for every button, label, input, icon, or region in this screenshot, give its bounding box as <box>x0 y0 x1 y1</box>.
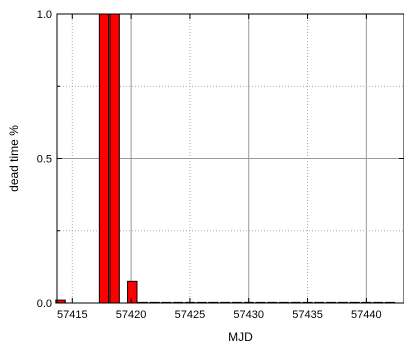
x-tick-label: 57430 <box>233 309 264 321</box>
x-tick-label: 57420 <box>116 309 147 321</box>
y-tick-label: 0.0 <box>37 298 52 310</box>
x-axis-title: MJD <box>228 330 253 344</box>
axis-ticks: 57415 57420 57425 57430 57435 57440 0.0 0.5 1.0 <box>37 9 404 321</box>
x-tick-label: 57440 <box>351 309 382 321</box>
x-tick-label: 57435 <box>292 309 323 321</box>
bar <box>98 13 110 304</box>
y-axis-title: dead time % <box>7 125 21 192</box>
bar <box>109 13 120 304</box>
bar <box>127 280 138 304</box>
y-tick-label: 1.0 <box>37 9 52 21</box>
x-tick-label: 57425 <box>175 309 206 321</box>
x-tick-label: 57415 <box>57 309 88 321</box>
y-tick-label: 0.5 <box>37 154 52 166</box>
